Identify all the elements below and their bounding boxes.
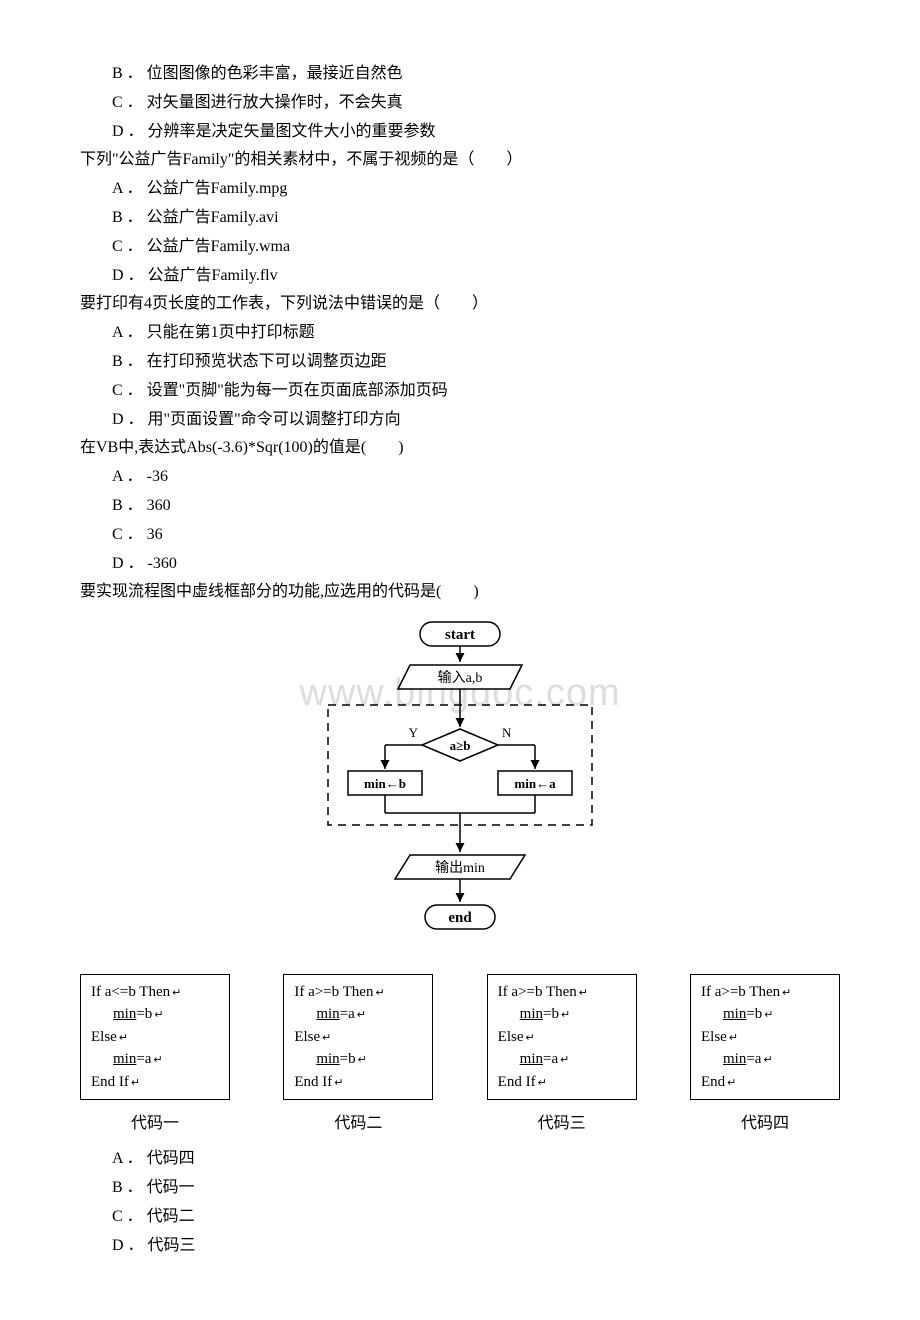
flowchart-container: www.bingdoc.com start 输入a,b a≥b Y N min←… <box>80 617 840 958</box>
q4-opt-d: D ． -360 <box>112 550 840 579</box>
code3-l4u: min <box>520 1051 543 1067</box>
q5-opt-c: C ． 代码二 <box>112 1203 840 1232</box>
svg-text:start: start <box>445 627 475 643</box>
q4-opt-b: B ． 360 <box>112 492 840 521</box>
code3-l2u: min <box>520 1006 543 1022</box>
q1-opt-d: D ． 分辨率是决定矢量图文件大小的重要参数 <box>112 118 840 147</box>
svg-text:Y: Y <box>409 725 419 740</box>
code3-l4r: =a <box>543 1051 558 1067</box>
svg-text:输出min: 输出min <box>435 860 485 876</box>
q2-opt-c: C ． 公益广告Family.wma <box>112 233 840 262</box>
code2-l4u: min <box>316 1051 339 1067</box>
code1-l1: If a<=b Then <box>91 984 170 1000</box>
q1-opt-b: B ． 位图图像的色彩丰富，最接近自然色 <box>112 60 840 89</box>
q5-opt-d: D ． 代码三 <box>112 1232 840 1261</box>
svg-text:end: end <box>448 910 472 926</box>
code3-l1: If a>=b Then <box>498 984 577 1000</box>
code1-l2r: =b <box>136 1006 152 1022</box>
q3-opt-d: D ． 用"页面设置"命令可以调整打印方向 <box>112 406 840 435</box>
code-box-4: If a>=b Then↵ min=b↵ Else↵ min=a↵ End↵ <box>690 974 840 1101</box>
svg-text:a≥b: a≥b <box>450 738 471 753</box>
q2-opt-d: D ． 公益广告Family.flv <box>112 262 840 291</box>
svg-text:min←a: min←a <box>514 776 556 791</box>
q1-opt-c: C ． 对矢量图进行放大操作时，不会失真 <box>112 89 840 118</box>
code1-l4r: =a <box>136 1051 151 1067</box>
q2-opt-b: B ． 公益广告Family.avi <box>112 204 840 233</box>
code4-l2r: =b <box>746 1006 762 1022</box>
code1-l2u: min <box>113 1006 136 1022</box>
q2-opt-a: A ． 公益广告Family.mpg <box>112 175 840 204</box>
code4-l2u: min <box>723 1006 746 1022</box>
code-label-1: 代码一 <box>80 1110 230 1139</box>
code2-l3: Else <box>294 1029 320 1045</box>
code-box-2: If a>=b Then↵ min=a↵ Else↵ min=b↵ End If… <box>283 974 433 1101</box>
q3-opt-a: A ． 只能在第1页中打印标题 <box>112 319 840 348</box>
q3-stem: 要打印有4页长度的工作表，下列说法中错误的是（ ） <box>80 290 840 319</box>
code-label-2: 代码二 <box>283 1110 433 1139</box>
q3-options: A ． 只能在第1页中打印标题 B ． 在打印预览状态下可以调整页边距 C ． … <box>80 319 840 434</box>
code-box-row: If a<=b Then↵ min=b↵ Else↵ min=a↵ End If… <box>80 974 840 1101</box>
code2-l5: End If <box>294 1074 332 1090</box>
code-box-3: If a>=b Then↵ min=b↵ Else↵ min=a↵ End If… <box>487 974 637 1101</box>
q4-options: A ． -36 B ． 360 C ． 36 D ． -360 <box>80 463 840 578</box>
q5-opt-a: A ． 代码四 <box>112 1145 840 1174</box>
q5-options: A ． 代码四 B ． 代码一 C ． 代码二 D ． 代码三 <box>80 1145 840 1260</box>
code3-l2r: =b <box>543 1006 559 1022</box>
svg-text:输入a,b: 输入a,b <box>438 670 483 686</box>
svg-text:min←b: min←b <box>364 776 406 791</box>
q2-stem: 下列"公益广告Family"的相关素材中，不属于视频的是（ ） <box>80 146 840 175</box>
code1-l4u: min <box>113 1051 136 1067</box>
code-label-3: 代码三 <box>487 1110 637 1139</box>
flowchart-svg: start 输入a,b a≥b Y N min←b min←a 输出min <box>280 617 640 947</box>
q1-options: B ． 位图图像的色彩丰富，最接近自然色 C ． 对矢量图进行放大操作时，不会失… <box>80 60 840 146</box>
q4-stem: 在VB中,表达式Abs(-3.6)*Sqr(100)的值是( ) <box>80 434 840 463</box>
code-box-1: If a<=b Then↵ min=b↵ Else↵ min=a↵ End If… <box>80 974 230 1101</box>
q5-opt-b: B ． 代码一 <box>112 1174 840 1203</box>
code-labels-row: 代码一 代码二 代码三 代码四 <box>80 1110 840 1139</box>
code4-l5: End <box>701 1074 725 1090</box>
code2-l4r: =b <box>340 1051 356 1067</box>
q4-opt-c: C ． 36 <box>112 521 840 550</box>
code3-l3: Else <box>498 1029 524 1045</box>
svg-text:N: N <box>502 725 512 740</box>
q2-options: A ． 公益广告Family.mpg B ． 公益广告Family.avi C … <box>80 175 840 290</box>
code2-l2u: min <box>316 1006 339 1022</box>
q3-opt-b: B ． 在打印预览状态下可以调整页边距 <box>112 348 840 377</box>
code3-l5: End If <box>498 1074 536 1090</box>
code4-l3: Else <box>701 1029 727 1045</box>
code4-l1: If a>=b Then <box>701 984 780 1000</box>
q5-stem: 要实现流程图中虚线框部分的功能,应选用的代码是( ) <box>80 578 840 607</box>
q3-opt-c: C ． 设置"页脚"能为每一页在页面底部添加页码 <box>112 377 840 406</box>
code2-l1: If a>=b Then <box>294 984 373 1000</box>
code1-l3: Else <box>91 1029 117 1045</box>
code4-l4u: min <box>723 1051 746 1067</box>
code2-l2r: =a <box>340 1006 355 1022</box>
code1-l5: End If <box>91 1074 129 1090</box>
q4-opt-a: A ． -36 <box>112 463 840 492</box>
code4-l4r: =a <box>746 1051 761 1067</box>
code-label-4: 代码四 <box>690 1110 840 1139</box>
